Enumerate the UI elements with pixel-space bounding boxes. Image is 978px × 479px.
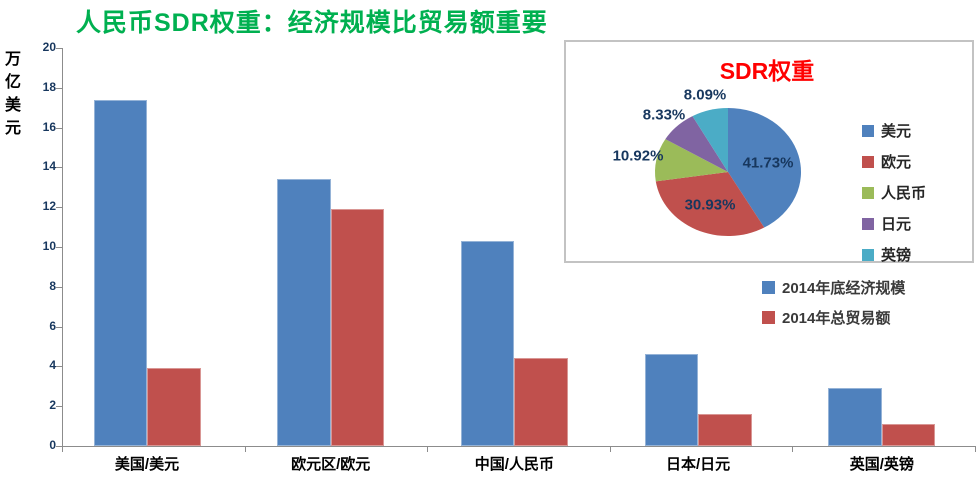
y-tick-label: 2 bbox=[49, 398, 56, 413]
y-tick-mark bbox=[56, 48, 62, 49]
y-tick-label: 0 bbox=[49, 438, 56, 452]
y-tick-label: 14 bbox=[42, 159, 56, 174]
y-tick-mark bbox=[56, 326, 62, 328]
y-tick-label: 6 bbox=[49, 318, 56, 333]
pie-legend-marker-usd-icon bbox=[862, 124, 874, 137]
pie-legend-item-rmb: 人民币 bbox=[862, 182, 926, 203]
pie-slice-美元 bbox=[728, 108, 801, 228]
x-category-label: 美国/美元 bbox=[114, 456, 180, 473]
y-tick-mark bbox=[56, 247, 62, 248]
y-tick-mark bbox=[56, 167, 62, 169]
x-category-label: 英国/英镑 bbox=[849, 456, 914, 473]
legend-item-trade: 2014年总贸易额 bbox=[762, 307, 905, 328]
y-tick-label: 8 bbox=[49, 278, 56, 293]
legend-label: 2014年总贸易额 bbox=[782, 310, 891, 327]
pie-value-label: 30.93% bbox=[684, 196, 736, 214]
x-category-label: 欧元区/欧元 bbox=[291, 456, 371, 473]
y-tick-mark bbox=[56, 207, 62, 209]
bar-legend: 2014年底经济规模 2014年总贸易额 bbox=[762, 277, 905, 328]
y-tick-mark bbox=[56, 286, 62, 288]
pie-legend-label: 日元 bbox=[881, 216, 912, 233]
pie-legend-label: 英镑 bbox=[881, 247, 912, 264]
x-axis-line bbox=[62, 446, 976, 447]
pie-legend-label: 欧元 bbox=[881, 154, 912, 171]
pie-legend-item-eur: 欧元 bbox=[862, 151, 926, 172]
pie-legend-label: 人民币 bbox=[881, 185, 927, 202]
y-tick-label: 10 bbox=[42, 239, 56, 253]
y-axis-line bbox=[62, 48, 63, 446]
y-tick-label: 18 bbox=[42, 79, 56, 94]
pie-value-label: 41.73% bbox=[742, 154, 794, 172]
pie-chart bbox=[655, 108, 801, 236]
bar-0-2 bbox=[460, 241, 515, 446]
x-tick-mark bbox=[62, 447, 63, 452]
pie-slice-欧元 bbox=[655, 172, 765, 236]
pie-value-label: 8.09% bbox=[683, 86, 727, 104]
pie-inset-panel: SDR权重 美元 欧元 人民币 日元 英镑 41.7 bbox=[564, 40, 974, 265]
pie-slice-人民币 bbox=[655, 139, 728, 182]
pie-legend-marker-gbp-icon bbox=[862, 248, 874, 261]
pie-legend-marker-rmb-icon bbox=[862, 186, 874, 199]
pie-slice-英镑 bbox=[692, 108, 728, 172]
chart-title: 人民币SDR权重：经济规模比贸易额重要 bbox=[76, 9, 548, 37]
x-tick-mark bbox=[792, 447, 793, 452]
legend-label: 2014年底经济规模 bbox=[782, 280, 906, 297]
pie-legend: 美元 欧元 人民币 日元 英镑 bbox=[862, 120, 926, 265]
pie-legend-label: 美元 bbox=[881, 123, 912, 140]
y-tick-mark bbox=[56, 446, 62, 447]
bar-1-3 bbox=[698, 414, 752, 446]
y-tick-label: 20 bbox=[42, 40, 56, 54]
y-tick-mark bbox=[56, 127, 62, 129]
bar-1-1 bbox=[330, 209, 385, 446]
x-tick-mark bbox=[610, 447, 611, 452]
y-tick-mark bbox=[56, 366, 62, 368]
bar-0-0 bbox=[93, 99, 147, 446]
bar-1-2 bbox=[514, 358, 568, 446]
x-tick-mark bbox=[245, 447, 246, 452]
bar-0-1 bbox=[277, 179, 331, 446]
pie-value-label: 8.33% bbox=[642, 106, 686, 124]
bar-1-0 bbox=[147, 368, 201, 446]
pie-legend-item-gbp: 英镑 bbox=[862, 244, 926, 265]
x-tick-mark bbox=[975, 447, 976, 452]
y-tick-label: 12 bbox=[42, 199, 56, 214]
bar-1-4 bbox=[881, 424, 936, 446]
y-tick-label: 16 bbox=[42, 119, 56, 134]
pie-title: SDR权重 bbox=[719, 58, 815, 84]
bar-0-3 bbox=[644, 354, 699, 446]
legend-item-economy: 2014年底经济规模 bbox=[762, 277, 905, 298]
legend-marker-blue-icon bbox=[762, 281, 775, 294]
y-axis-label: 万亿美元 bbox=[5, 51, 22, 137]
y-tick-mark bbox=[56, 406, 62, 408]
pie-legend-item-usd: 美元 bbox=[862, 120, 926, 141]
y-tick-label: 4 bbox=[49, 358, 56, 373]
bar-0-4 bbox=[828, 388, 882, 446]
x-tick-mark bbox=[427, 447, 428, 452]
pie-slice-日元 bbox=[665, 116, 728, 172]
x-category-label: 中国/人民币 bbox=[474, 456, 554, 473]
y-tick-mark bbox=[56, 87, 62, 89]
legend-marker-red-icon bbox=[762, 311, 775, 324]
pie-value-label: 10.92% bbox=[612, 147, 664, 165]
pie-legend-marker-jpy-icon bbox=[862, 217, 874, 230]
x-category-label: 日本/日元 bbox=[666, 456, 731, 473]
pie-legend-marker-eur-icon bbox=[862, 155, 874, 168]
pie-legend-item-jpy: 日元 bbox=[862, 213, 926, 234]
